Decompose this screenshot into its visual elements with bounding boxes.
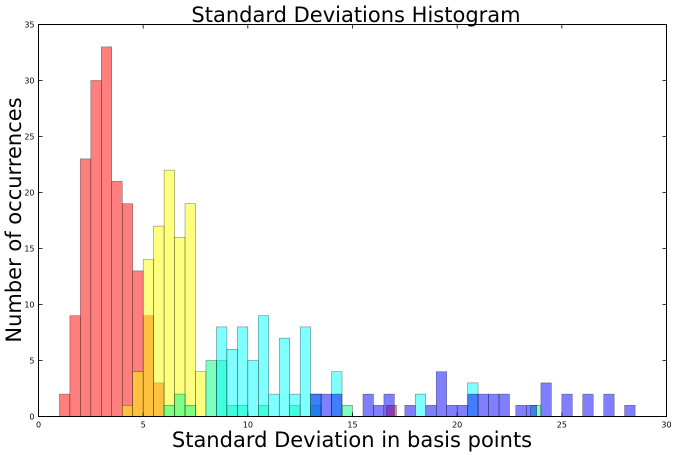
y-tick-label: 20	[24, 189, 34, 198]
histogram-bar	[268, 393, 280, 417]
histogram-bar	[561, 393, 573, 417]
histogram-bar	[446, 405, 458, 417]
histogram-bar	[525, 405, 537, 417]
histogram-bar	[456, 405, 468, 417]
x-tick-label: 10	[243, 421, 253, 430]
x-tick-label: 25	[557, 421, 567, 430]
histogram-bar	[603, 393, 615, 417]
histogram-bar	[121, 203, 133, 417]
plot-frame	[38, 24, 667, 417]
y-tick-label: 0	[29, 413, 34, 422]
y-tick-label: 10	[24, 301, 34, 310]
histogram-bar	[624, 405, 636, 417]
histogram-bar	[362, 393, 374, 417]
histogram-bar	[216, 326, 228, 417]
histogram-bar	[582, 393, 594, 417]
histogram-bar	[435, 371, 447, 417]
y-tick-label: 35	[24, 21, 34, 30]
histogram-bar	[111, 181, 123, 417]
x-tick-label: 30	[661, 421, 671, 430]
histogram-bar	[184, 203, 196, 417]
histogram-bar	[153, 225, 165, 417]
histogram-bar	[132, 371, 144, 417]
histogram-bar	[310, 393, 322, 417]
histogram-bar	[90, 80, 102, 417]
histogram-bar	[320, 393, 332, 417]
chart-title: Standard Deviations Histogram	[191, 3, 520, 27]
histogram-bar	[80, 158, 92, 417]
histogram-bar	[467, 393, 479, 417]
y-tick-label: 15	[24, 245, 34, 254]
histogram-bar	[101, 46, 113, 417]
histogram-bar	[163, 169, 175, 417]
histogram-bar	[184, 405, 196, 417]
histogram-bar	[205, 360, 217, 417]
histogram-bar	[237, 326, 249, 417]
y-tick-label: 5	[29, 357, 34, 366]
histogram-bar	[488, 393, 500, 417]
x-axis-label: Standard Deviation in basis points	[172, 428, 532, 452]
histogram-bar	[174, 237, 186, 417]
histogram-bar	[404, 405, 416, 417]
histogram-bar	[415, 393, 427, 417]
histogram-bar	[174, 393, 186, 417]
histogram-bar	[278, 337, 290, 417]
y-tick-label: 25	[24, 133, 34, 142]
histogram-bar	[142, 259, 154, 417]
histogram-bar	[477, 393, 489, 417]
histogram-bar	[515, 405, 527, 417]
histogram-bar	[425, 405, 437, 417]
histogram-bar	[121, 405, 133, 417]
histogram-bar	[195, 371, 207, 417]
histogram-bar	[331, 393, 343, 417]
histogram-bar	[247, 360, 259, 417]
histogram-bar	[498, 393, 510, 417]
histogram-bar	[163, 405, 175, 417]
histogram-bar	[540, 382, 552, 417]
bars-layer	[59, 46, 636, 417]
x-tick-label: 20	[452, 421, 462, 430]
histogram-bar	[383, 393, 395, 417]
histogram-bar	[59, 393, 71, 417]
histogram-bar	[226, 349, 238, 417]
histogram-bar	[289, 393, 301, 417]
histogram-bar	[69, 315, 81, 417]
y-tick-label: 30	[24, 77, 34, 86]
x-tick-label: 0	[36, 421, 41, 430]
y-axis-label: Number of occurrences	[2, 97, 26, 342]
histogram-bar	[373, 405, 385, 417]
x-tick-label: 15	[347, 421, 357, 430]
histogram-bar	[341, 405, 353, 417]
histogram-bar	[299, 326, 311, 417]
histogram-bar	[258, 315, 270, 417]
x-tick-label: 5	[141, 421, 146, 430]
